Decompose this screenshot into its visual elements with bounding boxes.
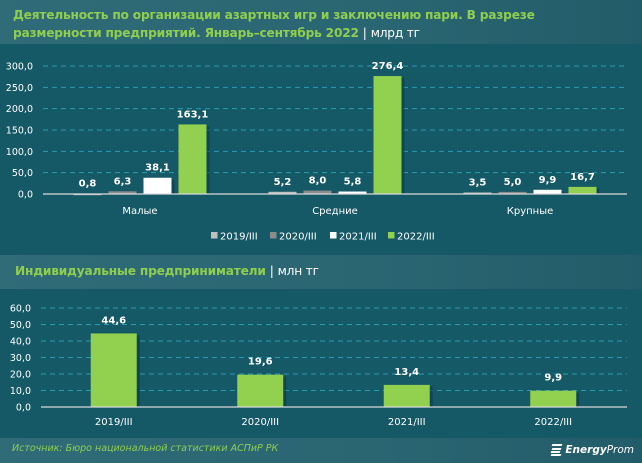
bar-2020-III xyxy=(303,190,332,194)
energyprom-logo-icon xyxy=(550,444,563,456)
bar-2019-III xyxy=(90,333,137,407)
bar-shadow xyxy=(533,392,580,407)
bar-2021-III xyxy=(338,191,367,194)
y-tick-label: 200,0 xyxy=(6,104,33,115)
bar-shadow xyxy=(386,386,433,407)
category-label: 2022/III xyxy=(534,417,572,428)
bar-2019-III xyxy=(463,192,492,195)
legend-swatch xyxy=(330,232,337,239)
chart-unit: млрд тг xyxy=(370,26,420,40)
legend-label: 2020/III xyxy=(279,232,317,243)
data-label: 16,7 xyxy=(570,172,595,183)
data-label: 6,3 xyxy=(114,176,132,187)
y-tick-label: 60,0 xyxy=(10,304,31,315)
data-label: 0,8 xyxy=(79,179,97,190)
section2-title: Индивидуальные предприниматели | млн тг xyxy=(15,264,319,278)
data-label: 44,6 xyxy=(101,315,126,326)
data-label: 163,1 xyxy=(177,109,209,120)
data-label: 13,4 xyxy=(394,367,419,378)
y-tick-label: 150,0 xyxy=(6,126,33,137)
section2-unit: млн тг xyxy=(277,264,319,278)
y-tick-label: 300,0 xyxy=(6,62,33,73)
data-label: 5,8 xyxy=(344,177,362,188)
category-label: Малые xyxy=(122,206,157,217)
section2-separator: | xyxy=(269,264,274,278)
data-label: 19,6 xyxy=(248,357,273,368)
chart-title: Деятельность по организации азартных игр… xyxy=(13,6,613,42)
legend-label: 2019/III xyxy=(220,232,258,243)
data-label: 38,1 xyxy=(145,163,170,174)
y-tick-label: 30,0 xyxy=(10,353,31,364)
chart-title-text: Деятельность по организации азартных игр… xyxy=(13,8,535,40)
data-label: 3,5 xyxy=(469,178,487,189)
legend-swatch xyxy=(211,232,218,239)
data-label: 5,0 xyxy=(504,177,522,188)
y-tick-label: 50,0 xyxy=(10,320,31,331)
bar-2022-III xyxy=(178,124,207,194)
bar-2021-III xyxy=(533,189,562,194)
header-band xyxy=(0,0,642,44)
bar-2020-III xyxy=(498,191,527,194)
section2-title-text: Индивидуальные предприниматели xyxy=(15,264,266,278)
bar-2021-III xyxy=(143,177,172,194)
y-tick-label: 0,0 xyxy=(18,190,33,201)
y-tick-label: 50,0 xyxy=(12,168,33,179)
data-label: 9,9 xyxy=(544,373,562,384)
y-tick-label: 20,0 xyxy=(10,370,31,381)
logo-text-regular: Prom xyxy=(606,444,634,456)
data-label: 9,9 xyxy=(539,175,557,186)
bar-2019-III xyxy=(268,191,297,194)
category-label: Крупные xyxy=(507,206,554,217)
legend-label: 2022/III xyxy=(397,232,435,243)
category-label: 2020/III xyxy=(241,417,279,428)
energyprom-logo: Energy Prom xyxy=(550,442,634,458)
data-label: 8,0 xyxy=(309,176,327,187)
logo-text-bold: Energy xyxy=(565,444,607,456)
data-label: 5,2 xyxy=(274,177,292,188)
y-tick-label: 10,0 xyxy=(10,386,31,397)
legend-label: 2021/III xyxy=(339,232,377,243)
bar-2020-III xyxy=(237,374,284,407)
bar-2022-III xyxy=(373,76,402,194)
data-label: 276,4 xyxy=(372,61,404,72)
bar-2020-III xyxy=(108,191,137,194)
y-tick-label: 0,0 xyxy=(16,403,31,414)
category-label: Средние xyxy=(312,206,358,217)
category-label: 2021/III xyxy=(388,417,426,428)
section2-band xyxy=(0,255,642,289)
y-tick-label: 100,0 xyxy=(6,147,33,158)
category-label: 2019/III xyxy=(95,417,133,428)
grouped-bar-chart: 0,0 50,0 100,0 150,0 200,0 250,0 300,0 0,8 6,3 38… xyxy=(6,61,627,243)
bar-shadow xyxy=(240,376,287,407)
footer-band xyxy=(0,438,642,463)
legend-swatch xyxy=(270,232,277,239)
y-tick-label: 250,0 xyxy=(6,83,33,94)
bar-shadow xyxy=(93,335,140,407)
bar-2022-III xyxy=(530,390,577,407)
bar-2021-III xyxy=(383,384,430,407)
title-separator: | xyxy=(362,26,367,40)
bar-2022-III xyxy=(568,186,597,194)
source-note: Источник: Бюро национальной статистики А… xyxy=(12,443,279,454)
legend-swatch xyxy=(388,232,395,239)
y-tick-label: 40,0 xyxy=(10,337,31,348)
